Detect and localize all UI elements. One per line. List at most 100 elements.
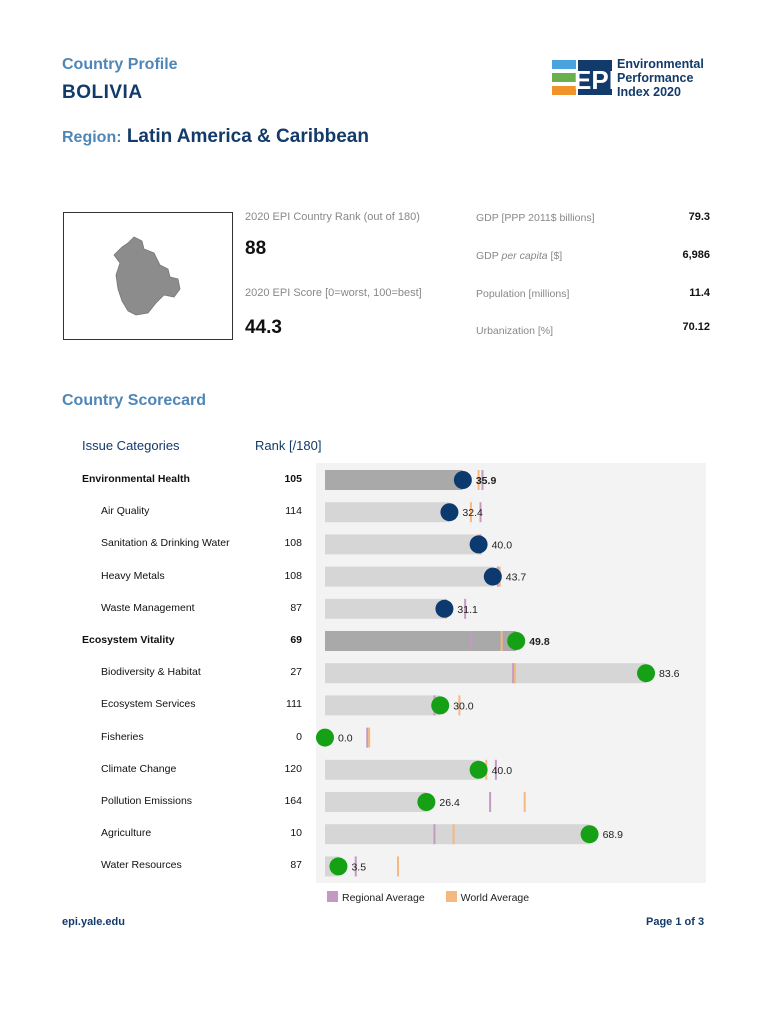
score-bar [325, 502, 450, 523]
world-average-marker [458, 695, 461, 716]
country-map [63, 212, 233, 340]
logo-line: Environmental [617, 57, 704, 71]
region-value: Latin America & Caribbean [126, 126, 369, 147]
score-label: 3.5 [351, 861, 366, 873]
regional-average-marker [469, 631, 472, 651]
score-dot [431, 696, 450, 715]
regional-average-marker [464, 598, 467, 619]
score-label: 83.6 [659, 668, 680, 680]
score-label: 40.0 [492, 539, 513, 551]
score-dot [469, 535, 488, 554]
score-label: 49.8 [529, 636, 550, 648]
legend-world: World Average [445, 891, 530, 904]
score-bar [325, 792, 427, 812]
legend-regional: Regional Average [327, 891, 425, 904]
world-average-marker [523, 792, 526, 812]
chart-legend: Regional Average World Average [327, 891, 529, 904]
regional-average-marker [479, 502, 482, 523]
gdp-per-capita-label: GDP per capita [$] [476, 250, 562, 262]
score-label: 31.1 [457, 604, 478, 616]
gdp-pc-label-post: [$] [547, 250, 563, 262]
gdp-label: GDP [PPP 2011$ billions] [476, 212, 595, 224]
gdp-value: 79.3 [688, 211, 710, 223]
scorecard-title: Country Scorecard [62, 392, 207, 409]
score-bar [325, 695, 441, 716]
bolivia-map-shape [113, 236, 181, 316]
score-bar [325, 470, 463, 490]
population-label: Population [millions] [476, 288, 570, 300]
score-dot [453, 471, 472, 489]
score-label: 30.0 [453, 700, 474, 712]
gdp-pc-label-pre: GDP [476, 250, 502, 262]
score-bar [325, 534, 479, 555]
score-dot [483, 567, 502, 586]
regional-average-marker [489, 792, 492, 812]
logo-bar-green [552, 73, 576, 82]
region-line: Region: Latin America & Caribbean [62, 126, 369, 148]
population-value: 11.4 [689, 287, 710, 299]
regional-average-marker [481, 470, 484, 490]
footer-page-number: Page 1 of 3 [646, 916, 705, 928]
logo-text: Environmental Performance Index 2020 [617, 57, 704, 99]
regional-average-marker [366, 727, 369, 748]
score-dot [316, 728, 334, 747]
score-label: 68.9 [603, 829, 624, 841]
score-label: 32.4 [462, 507, 483, 519]
legend-swatch-world [445, 891, 457, 902]
legend-label-regional: Regional Average [342, 892, 425, 904]
score-label: 0.0 [338, 733, 353, 745]
logo-bar-orange [552, 86, 576, 95]
profile-label: Country Profile [62, 56, 178, 73]
score-bar [325, 566, 493, 587]
logo-line: Performance [617, 71, 694, 85]
world-average-marker [469, 502, 472, 523]
rank-header: Rank [/180] [255, 438, 322, 453]
rank-label: 2020 EPI Country Rank (out of 180) [245, 211, 420, 223]
score-dot [469, 760, 488, 779]
score-value: 44.3 [245, 317, 282, 338]
logo-bar-blue [552, 60, 576, 69]
score-label: 40.0 [492, 765, 513, 777]
epi-logo: EPI [552, 60, 616, 95]
score-bar [325, 824, 590, 845]
score-dot [435, 599, 454, 618]
world-average-marker [452, 824, 455, 845]
country-name: BOLIVIA [62, 82, 143, 103]
gdp-per-capita-value: 6,986 [682, 249, 710, 261]
score-dot [580, 825, 599, 844]
world-average-marker [396, 856, 399, 877]
score-bar [325, 663, 647, 684]
legend-label-world: World Average [460, 892, 530, 904]
score-dot [507, 632, 526, 650]
urbanization-value: 70.12 [682, 321, 710, 333]
footer-url[interactable]: epi.yale.edu [62, 916, 125, 928]
region-label: Region: [62, 129, 122, 146]
score-label: 26.4 [439, 797, 460, 809]
urbanization-label: Urbanization [%] [476, 325, 554, 337]
score-bar [325, 631, 517, 651]
regional-average-marker [512, 663, 515, 684]
world-average-marker [477, 470, 480, 490]
score-label: 35.9 [476, 475, 497, 487]
regional-average-marker [494, 759, 497, 780]
rank-value: 88 [245, 238, 267, 259]
score-dot [417, 793, 436, 811]
score-bar [325, 759, 479, 780]
score-bar [325, 598, 445, 619]
logo-acronym: EPI [574, 65, 616, 95]
regional-average-marker [433, 824, 436, 845]
issue-categories-header: Issue Categories [82, 438, 180, 453]
logo-line: Index 2020 [617, 85, 681, 99]
legend-swatch-regional [327, 891, 338, 902]
score-dot [329, 857, 348, 876]
score-label: 43.7 [506, 572, 527, 584]
world-average-marker [514, 663, 517, 684]
gdp-pc-label-em: per capita [501, 250, 548, 262]
world-average-marker [368, 727, 371, 748]
regional-average-marker [354, 856, 357, 877]
logo-block [578, 60, 612, 95]
score-dot [637, 664, 656, 683]
world-average-marker [500, 631, 503, 651]
score-label: 2020 EPI Score [0=worst, 100=best] [245, 287, 422, 299]
